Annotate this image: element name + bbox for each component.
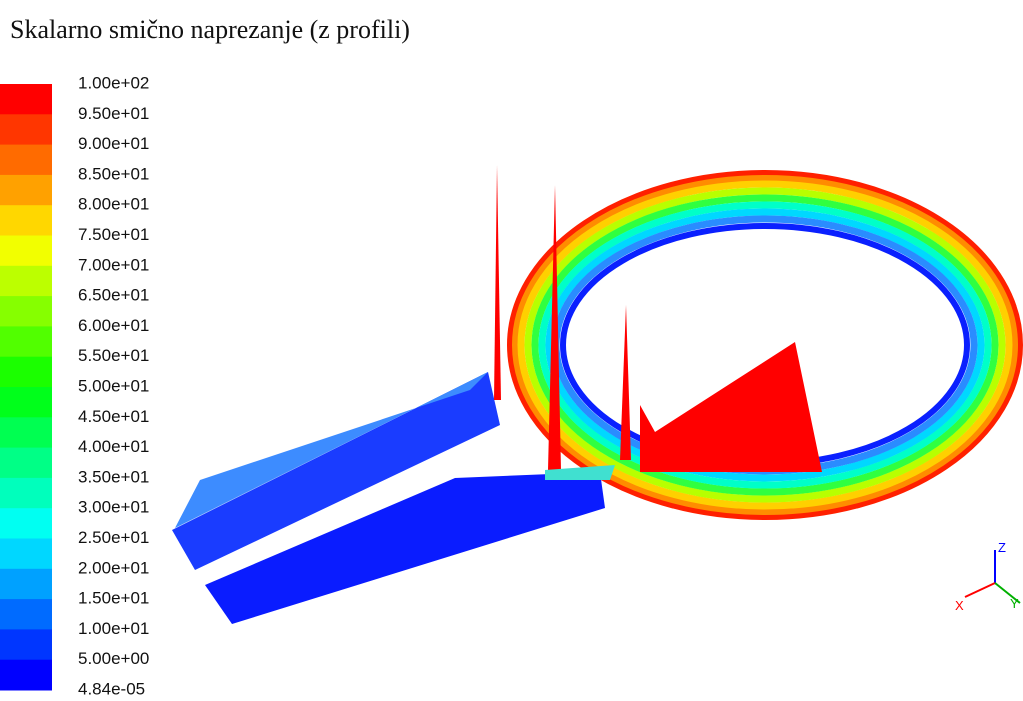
color-band (0, 568, 52, 600)
legend-label: 7.50e+01 (78, 225, 149, 244)
color-band (0, 174, 52, 206)
legend-label: 1.00e+02 (78, 73, 149, 92)
spike (548, 185, 561, 470)
legend-label: 6.50e+01 (78, 286, 149, 305)
color-band (0, 387, 52, 418)
legend-label: 2.00e+01 (78, 558, 149, 577)
legend-label: 1.00e+01 (78, 619, 149, 638)
inlet-pipe (172, 372, 500, 570)
color-band (0, 326, 52, 358)
legend-label: 3.00e+01 (78, 498, 149, 517)
legend-label: 8.50e+01 (78, 164, 149, 183)
axis-label: Z (998, 540, 1006, 555)
color-band (0, 356, 52, 388)
axis-triad: Z X Y (955, 540, 1021, 613)
spike (494, 165, 501, 400)
color-band (0, 629, 52, 661)
red-fin (640, 342, 822, 472)
junction (545, 465, 615, 480)
color-band (0, 205, 52, 236)
spike (620, 305, 631, 460)
legend-label: 5.50e+01 (78, 346, 149, 365)
color-band (0, 265, 52, 297)
legend-label: 1.50e+01 (78, 589, 149, 608)
title: Skalarno smično naprezanje (z profili) (10, 15, 410, 44)
color-band (0, 508, 52, 539)
legend-label: 3.50e+01 (78, 467, 149, 486)
legend-label: 4.00e+01 (78, 437, 149, 456)
color-band (0, 417, 52, 449)
color-band (0, 296, 52, 327)
inlet-pipe-top (175, 372, 488, 528)
color-band (0, 447, 52, 479)
color-band (0, 144, 52, 176)
color-band (0, 235, 52, 267)
legend-label: 8.00e+01 (78, 195, 149, 214)
legend-label: 2.50e+01 (78, 528, 149, 547)
inlet-pipe (205, 472, 605, 624)
legend-label: 5.00e+00 (78, 649, 149, 668)
legend-label: 4.84e-05 (78, 679, 145, 698)
axis-label: Y (1010, 596, 1019, 611)
color-band (0, 114, 52, 146)
color-band (0, 599, 52, 630)
color-band (0, 477, 52, 509)
color-band (0, 84, 52, 115)
legend-label: 9.50e+01 (78, 104, 149, 123)
legend-label: 5.00e+01 (78, 376, 149, 395)
legend-label: 7.00e+01 (78, 255, 149, 274)
color-band (0, 538, 52, 570)
axis-label: X (955, 598, 964, 613)
legend-label: 6.00e+01 (78, 316, 149, 335)
legend-label: 4.50e+01 (78, 407, 149, 426)
color-band (0, 659, 52, 691)
legend-label: 9.00e+01 (78, 134, 149, 153)
geometry (172, 165, 1023, 624)
colorbar: 1.00e+02 9.50e+01 9.00e+01 8.50e+01 8.00e+01… (0, 73, 149, 698)
